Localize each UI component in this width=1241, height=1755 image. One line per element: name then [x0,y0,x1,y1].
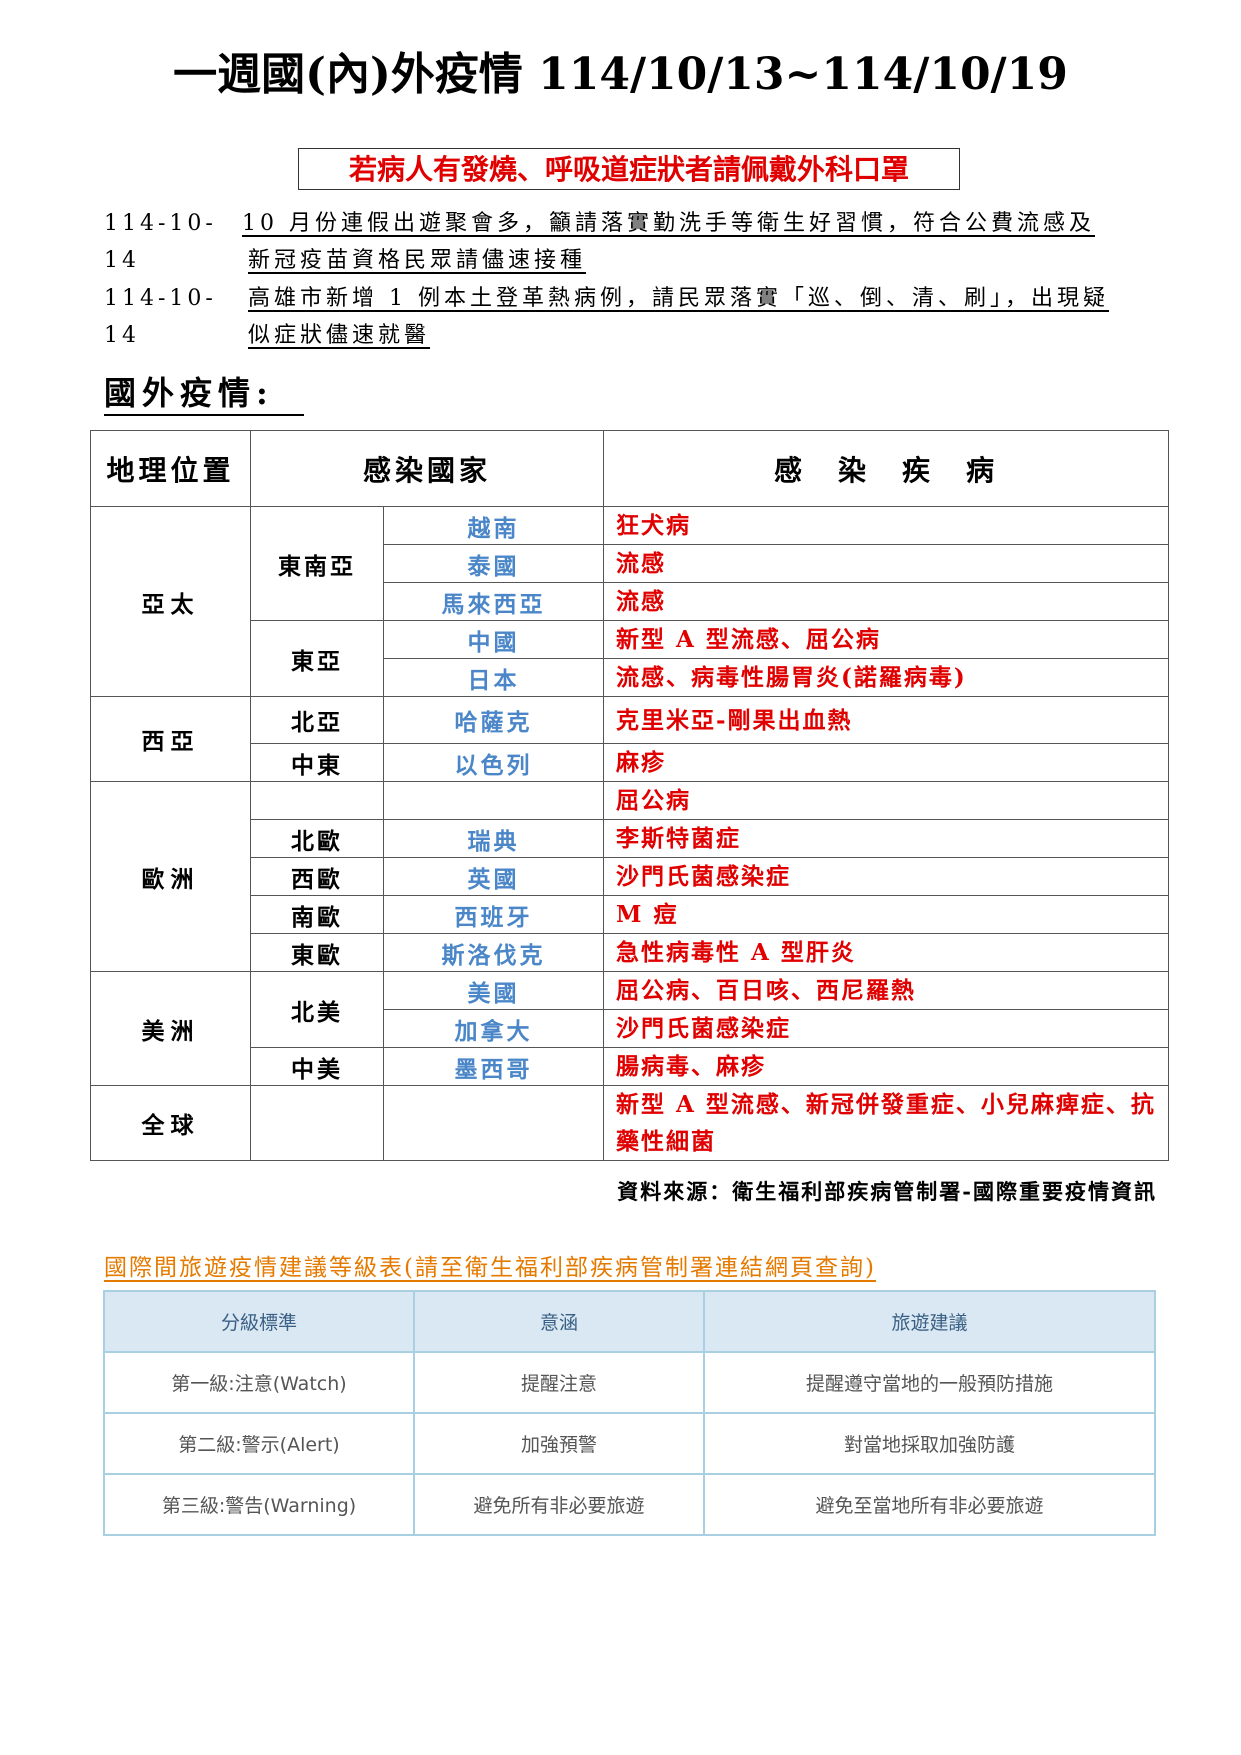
header-country: 感染國家 [249,430,605,507]
disease: 李斯特菌症 [603,819,1169,858]
disease: 沙門氏菌感染症 [603,857,1169,896]
table-row: 泰國 流感 [91,544,1169,583]
subregion: 北美 [250,971,384,1048]
news-text: 10 月份連假出遊聚會多，籲請落實勤洗手等衛生好習慣，符合公費流感及 [242,211,1095,236]
header-level: 分級標準 [103,1290,415,1353]
disease: 狂犬病 [603,506,1169,545]
disease: 流感 [603,582,1169,621]
advice: 提醒遵守當地的一般預防措施 [703,1351,1156,1414]
disease: 屈公病、百日咳、西尼羅熱 [603,971,1169,1010]
table-row: 歐洲 屈公病 [90,781,1169,972]
disease: 新型 A 型流感、屈公病 [603,620,1169,659]
region: 全球 [90,1085,251,1161]
header-advice: 旅遊建議 [703,1290,1156,1353]
table-row: 西亞 北亞 哈薩克 克里米亞-剛果出血熱 [90,696,1169,782]
subregion: 中美 [250,1047,384,1086]
country: 哈薩克 [382,696,605,744]
country: 泰國 [382,544,605,583]
travel-level-table: 分級標準 意涵 旅遊建議 第一級:注意(Watch) 提醒注意 提醒遵守當地的一… [103,1290,1156,1536]
country: 瑞典 [382,819,605,858]
disease: 急性病毒性 A 型肝炎 [603,933,1169,972]
region: 歐洲 [90,781,251,972]
level-row: 第二級:警示(Alert) 加強預警 對當地採取加強防護 [103,1412,1156,1475]
country: 英國 [382,857,605,896]
table-row: 北歐 瑞典 李斯特菌症 [91,819,1169,858]
header-location: 地理位置 [90,430,251,507]
country: 墨西哥 [382,1047,605,1086]
region: 西亞 [90,696,251,782]
table-row: 中東 以色列 麻疹 [91,743,1169,782]
country: 中國 [382,620,605,659]
level: 第一級:注意(Watch) [103,1351,415,1414]
region: 亞太 [90,506,251,697]
disease: 新型 A 型流感、新冠併發重症、小兒麻痺症、抗藥性細菌 [603,1085,1169,1161]
country [382,781,605,820]
region: 美洲 [90,971,251,1086]
news-text-cont: 新冠疫苗資格民眾請儘速接種 [248,248,587,273]
page-title: 一週國(內)外疫情 114/10/13~114/10/19 [173,49,1068,100]
disease: 屈公病 [603,781,1169,820]
country: 馬來西亞 [382,582,605,621]
subregion-empty [250,781,384,820]
advice: 避免至當地所有非必要旅遊 [703,1473,1156,1536]
meaning: 提醒注意 [413,1351,705,1414]
subregion-empty [250,1085,384,1161]
table-row: 日本 流感、病毒性腸胃炎(諾羅病毒) [91,658,1169,697]
header-meaning: 意涵 [413,1290,705,1353]
news-text: 高雄市新增 1 例本土登革熱病例，請民眾落實「巡、倒、清、刷」，出現疑 [248,286,1109,311]
travel-advisory-link[interactable]: 國際間旅遊疫情建議等級表(請至衛生福利部疾病管制署連結網頁查詢) [104,1255,876,1281]
disease: 流感 [603,544,1169,583]
news-date: 114-10-14 [104,286,217,348]
disease: 腸病毒、麻疹 [603,1047,1169,1086]
international-epidemic-table: 地理位置 感染國家 感 染 疾 病 亞太 東南亞 越南 狂犬病 泰國 流感 馬來… [90,430,1169,1161]
section-title: 國外疫情: [104,372,304,416]
disease: 麻疹 [603,743,1169,782]
table-header-row: 地理位置 感染國家 感 染 疾 病 [90,430,1169,507]
country: 美國 [382,971,605,1010]
table-row: 東歐 斯洛伐克 急性病毒性 A 型肝炎 [91,933,1169,972]
country: 加拿大 [382,1009,605,1048]
table-row: 南歐 西班牙 M 痘 [91,895,1169,934]
header-disease: 感 染 疾 病 [603,430,1169,507]
level: 第三級:警告(Warning) [103,1473,415,1536]
meaning: 加強預警 [413,1412,705,1475]
subregion: 東歐 [250,933,384,972]
disease: 沙門氏菌感染症 [603,1009,1169,1048]
table-row: 全球 新型 A 型流感、新冠併發重症、小兒麻痺症、抗藥性細菌 [90,1085,1169,1161]
news-text-cont: 似症狀儘速就醫 [248,323,431,348]
table-row: 西歐 英國 沙門氏菌感染症 [91,857,1169,896]
table-row: 東亞 中國 新型 A 型流感、屈公病 [91,620,1169,697]
table-row: 美洲 北美 美國 屈公病、百日咳、西尼羅熱 [90,971,1169,1086]
table-row: 亞太 東南亞 越南 狂犬病 [90,506,1169,697]
news-date: 114-10-14 [104,211,217,273]
country: 西班牙 [382,895,605,934]
disease: 流感、病毒性腸胃炎(諾羅病毒) [603,658,1169,697]
data-source: 資料來源：衛生福利部疾病管制署-國際重要疫情資訊 [617,1179,1157,1204]
country: 越南 [382,506,605,545]
level: 第二級:警示(Alert) [103,1412,415,1475]
disease: 克里米亞-剛果出血熱 [603,696,1169,744]
level-row: 第一級:注意(Watch) 提醒注意 提醒遵守當地的一般預防措施 [103,1351,1156,1414]
level-header-row: 分級標準 意涵 旅遊建議 [103,1290,1156,1353]
subregion: 西歐 [250,857,384,896]
subregion: 東南亞 [250,506,384,621]
table-row: 加拿大 沙門氏菌感染症 [91,1009,1169,1048]
subregion: 中東 [250,743,384,782]
country: 以色列 [382,743,605,782]
subregion: 東亞 [250,620,384,697]
subregion: 北歐 [250,819,384,858]
meaning: 避免所有非必要旅遊 [413,1473,705,1536]
subregion: 南歐 [250,895,384,934]
level-row: 第三級:警告(Warning) 避免所有非必要旅遊 避免至當地所有非必要旅遊 [103,1473,1156,1536]
country: 日本 [382,658,605,697]
table-row: 中美 墨西哥 腸病毒、麻疹 [91,1047,1169,1086]
mask-notice: 若病人有發燒、呼吸道症狀者請佩戴外科口罩 [298,148,960,190]
disease: M 痘 [603,895,1169,934]
advice: 對當地採取加強防護 [703,1412,1156,1475]
country: 斯洛伐克 [382,933,605,972]
subregion: 北亞 [250,696,384,744]
country [382,1085,605,1161]
